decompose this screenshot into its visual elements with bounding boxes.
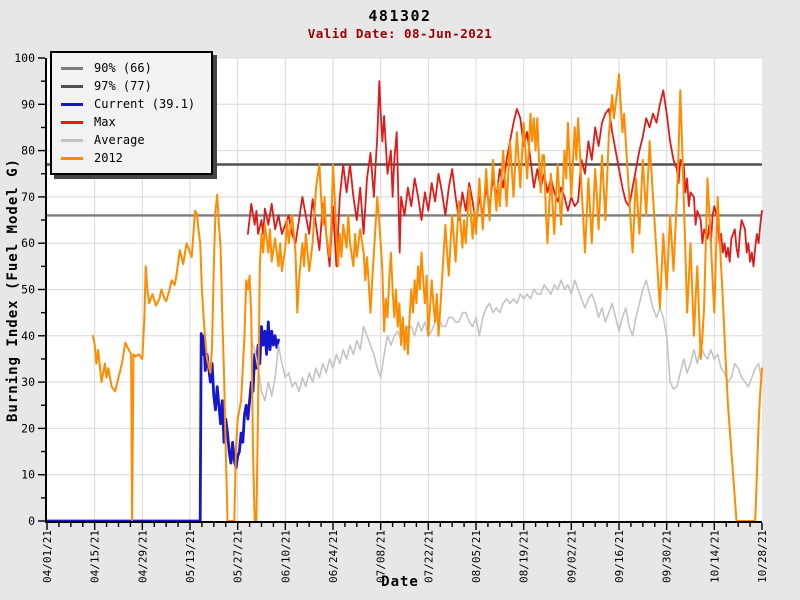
legend-swatch	[61, 156, 83, 160]
legend-item: Average	[61, 131, 195, 149]
legend-swatch	[61, 66, 83, 70]
legend-item-label: Current (39.1)	[94, 97, 196, 111]
y-axis-title: Burning Index (Fuel Model G)	[5, 158, 21, 423]
y-tick-label: 30	[21, 375, 35, 389]
legend-swatch	[61, 84, 83, 88]
x-tick-label: 08/05/21	[470, 530, 483, 583]
y-tick-label: 80	[21, 144, 35, 158]
valid-date-label: Valid Date: 08-Jun-2021	[307, 26, 493, 41]
x-tick-label: 10/14/21	[708, 530, 721, 583]
series-line-average	[250, 279, 763, 402]
legend-item: 2012	[61, 149, 195, 167]
legend-item: Max	[61, 113, 195, 131]
series-line-2012	[92, 73, 763, 522]
y-tick-label: 10	[21, 468, 35, 482]
y-tick-label: 70	[21, 190, 35, 204]
x-tick-label: 06/10/21	[279, 530, 292, 583]
x-tick-label: 04/29/21	[136, 530, 149, 583]
legend-swatch	[61, 102, 83, 106]
legend-box: 90% (66) 97% (77) Current (39.1) Max Average…	[50, 51, 214, 175]
legend-item-label: 2012	[94, 151, 123, 165]
y-tick-label: 20	[21, 421, 35, 435]
x-tick-label: 07/22/21	[422, 530, 435, 583]
y-tick-label: 60	[21, 236, 35, 250]
x-tick-label: 04/15/21	[89, 530, 102, 583]
y-tick-label: 40	[21, 329, 35, 343]
legend-item-label: Max	[94, 115, 116, 129]
x-tick-label: 06/24/21	[327, 530, 340, 583]
y-tick-label: 100	[14, 51, 35, 65]
legend-item-label: Average	[94, 133, 145, 147]
x-tick-label: 10/28/21	[756, 530, 769, 583]
y-tick-label: 0	[28, 514, 35, 528]
y-tick-label: 50	[21, 283, 35, 297]
legend-swatch	[61, 120, 83, 124]
x-axis-title: Date	[381, 574, 419, 590]
legend-item: Current (39.1)	[61, 95, 195, 113]
x-tick-label: 05/27/21	[232, 530, 245, 583]
legend-item-label: 97% (77)	[94, 79, 152, 93]
y-tick-label: 90	[21, 97, 35, 111]
x-tick-label: 05/13/21	[184, 530, 197, 583]
x-tick-label: 04/01/21	[41, 530, 54, 583]
legend-item: 97% (77)	[61, 77, 195, 95]
x-tick-label: 09/02/21	[565, 530, 578, 583]
x-tick-label: 08/19/21	[518, 530, 531, 583]
series-line-current	[45, 320, 280, 523]
legend-item: 90% (66)	[61, 59, 195, 77]
page-title: 481302	[368, 7, 432, 25]
x-tick-label: 07/08/21	[375, 530, 388, 583]
x-tick-label: 09/30/21	[661, 530, 674, 583]
legend-swatch	[61, 138, 83, 142]
legend-item-label: 90% (66)	[94, 61, 152, 75]
x-tick-label: 09/16/21	[613, 530, 626, 583]
